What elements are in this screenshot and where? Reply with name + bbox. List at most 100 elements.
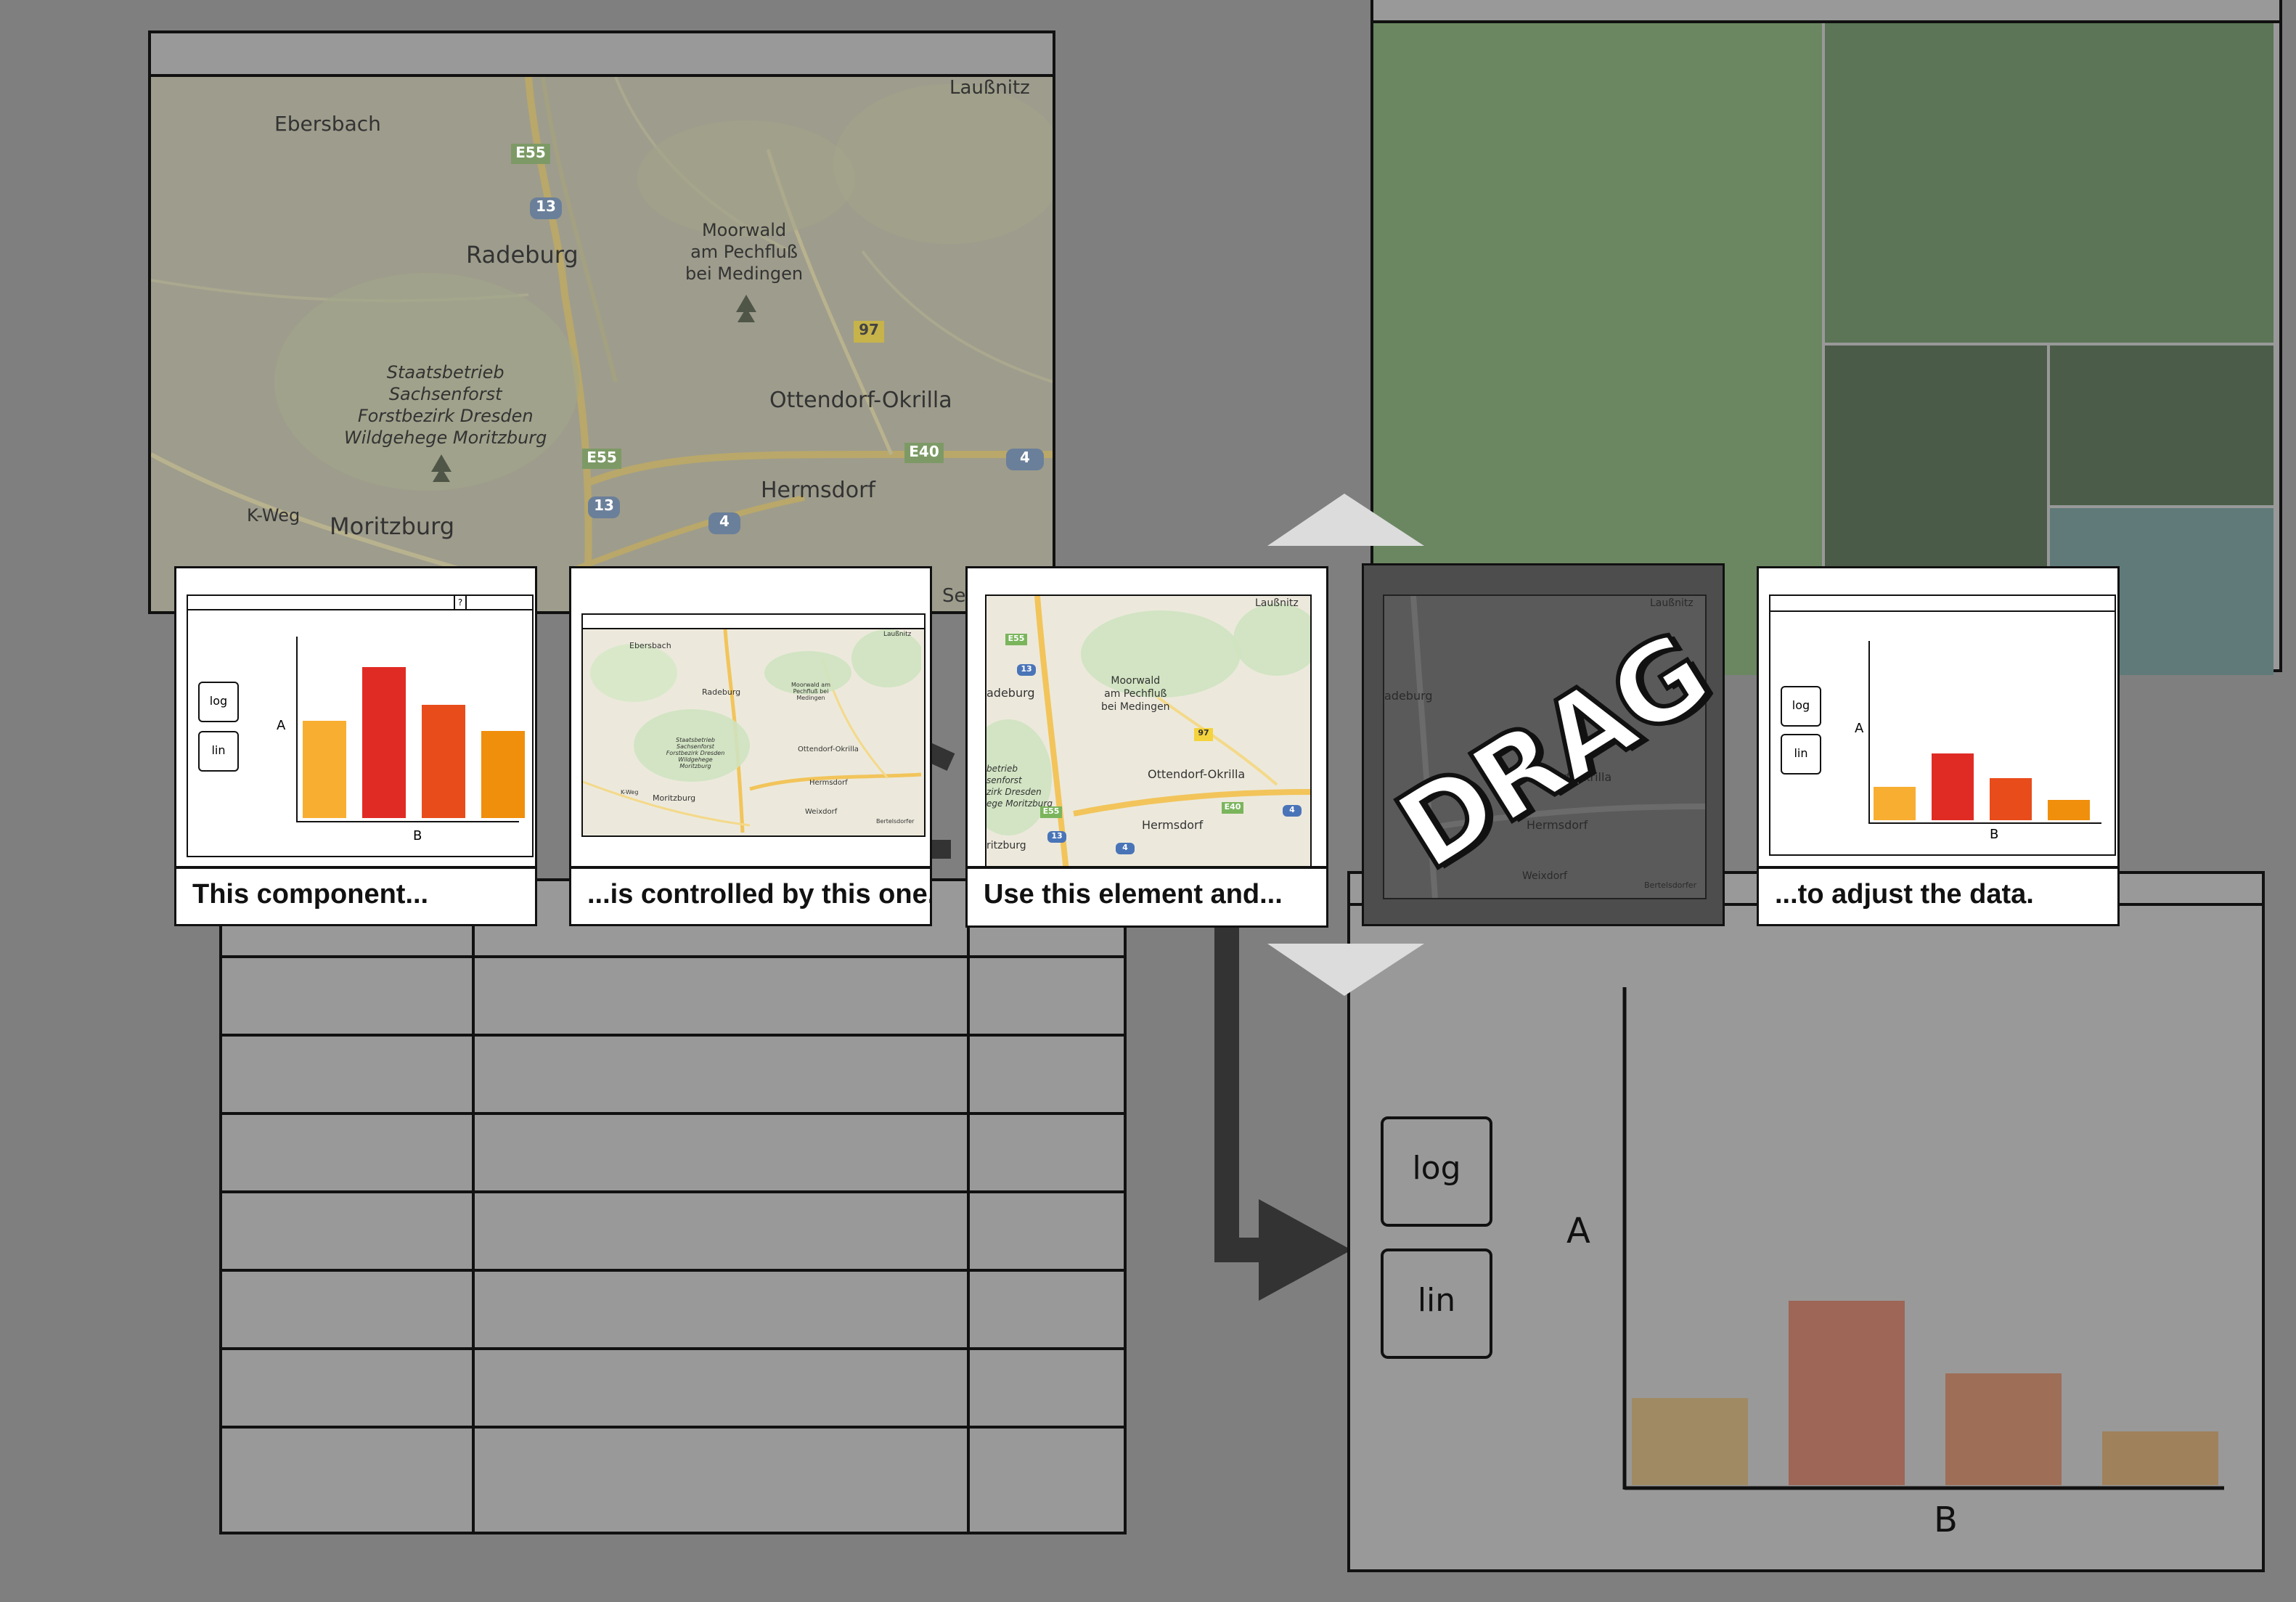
map-label-moorwald-1: Moorwald (701, 220, 787, 240)
card3-label-radeburg: adeburg (986, 686, 1035, 700)
card4-label-bottom: Bertelsdorfer (1644, 880, 1697, 890)
shield-4-left: 4 (708, 512, 740, 534)
card3-staats-3: zirk Dresden (986, 787, 1042, 797)
card1-log-button[interactable]: log (198, 682, 239, 722)
map-label-moritzburg: Moritzburg (330, 512, 455, 540)
card3-shield-13-bottom: 13 (1047, 831, 1066, 843)
treemap-tile-top-right[interactable] (1825, 23, 2273, 343)
chart-bar-2 (1789, 1301, 1905, 1485)
card3-moorwald-1: Moorwald (1111, 675, 1161, 687)
card2-map: Laußnitz Ebersbach Radeburg Moorwald am … (583, 629, 924, 835)
card5-y-label: A (1855, 721, 1864, 736)
card2-window: Laußnitz Ebersbach Radeburg Moorwald am … (581, 613, 926, 837)
card2-label-moritzburg: Moritzburg (653, 793, 696, 803)
card4-label-weixdorf: Weixdorf (1522, 870, 1567, 882)
map-label-staats-2: Sachsenforst (388, 384, 502, 404)
card1-x-label: B (413, 828, 422, 843)
card5-window: log lin A B (1769, 594, 2116, 856)
card3-shield-e55-bottom: E55 (1040, 806, 1062, 818)
connector-arrowhead (1259, 1199, 1352, 1301)
step-card-3: Laußnitz adeburg Moorwald am Pechfluß be… (965, 566, 1328, 928)
step-card-1: ? log lin A B This component... (174, 566, 537, 926)
treemap-tile-mid-right[interactable] (2050, 346, 2273, 505)
shield-e55-top: E55 (511, 144, 550, 164)
card5-bar-1 (1874, 787, 1916, 820)
card5-titlebar (1770, 596, 2115, 612)
map-label-staats-1: Staatsbetrieb (386, 362, 504, 383)
card3-shield-97: 97 (1194, 728, 1213, 741)
map-label-moorwald: Moorwald am Pechfluß bei Medingen (685, 219, 803, 285)
map-label-moorwald-2: am Pechfluß (690, 242, 798, 262)
card2-map-roads (583, 629, 921, 833)
chart-bar-3 (1945, 1373, 2062, 1485)
table-row[interactable] (222, 1112, 1124, 1115)
card1-window: ? log lin A B (187, 594, 534, 857)
card3-shield-e55: E55 (1005, 634, 1027, 645)
chart-bar-1 (1632, 1398, 1748, 1485)
data-table (219, 878, 1127, 1534)
table-col-divider-1 (472, 881, 475, 1532)
map-titlebar[interactable] (151, 33, 1053, 77)
map-label-se: Se (942, 585, 966, 607)
map-label-radeburg: Radeburg (466, 241, 579, 269)
log-scale-button[interactable]: log (1381, 1116, 1492, 1227)
step-card-4: Laußnitz adeburg ndorf-Okrilla Hermsdorf… (1362, 563, 1731, 926)
card4-map[interactable]: Laußnitz adeburg ndorf-Okrilla Hermsdorf… (1383, 594, 1707, 899)
card5-bar-3 (1990, 778, 2032, 820)
chart-y-axis-label: A (1566, 1211, 1590, 1251)
bar-chart (1622, 987, 2224, 1490)
map-label-hermsdorf: Hermsdorf (761, 478, 875, 503)
table-row[interactable] (222, 1347, 1124, 1350)
card5-x-label: B (1990, 827, 1999, 842)
card3-label-moorwald: Moorwald am Pechfluß bei Medingen (1101, 674, 1170, 714)
card2-label-staats: Staatsbetrieb Sachsenforst Forstbezirk D… (666, 737, 725, 769)
step-card-5: log lin A B ...to adjust the data. (1757, 566, 2120, 926)
table-row[interactable] (222, 1269, 1124, 1272)
card4-label-dorf: ndorf-Okrilla (1540, 770, 1612, 784)
lin-scale-button[interactable]: lin (1381, 1249, 1492, 1359)
card5-bar-chart (1868, 641, 2101, 824)
table-row[interactable] (222, 955, 1124, 958)
card3-caption: Use this element and... (968, 866, 1326, 925)
table-row[interactable] (222, 1034, 1124, 1037)
card3-shield-4-right: 4 (1283, 805, 1302, 817)
card2-label-kweg: K-Weg (621, 789, 639, 796)
card2-label-hermsdorf: Hermsdorf (809, 779, 848, 787)
card1-bar-3 (422, 705, 465, 818)
shield-97: 97 (854, 321, 884, 343)
card2-titlebar (583, 615, 924, 629)
card5-bar-2 (1932, 753, 1974, 820)
card2-label-moorwald: Moorwald am Pechfluß bei Medingen (791, 682, 830, 701)
card4-label-radeburg: adeburg (1384, 689, 1433, 703)
card1-bar-1 (303, 721, 346, 818)
table-row[interactable] (222, 1426, 1124, 1429)
treemap-titlebar[interactable] (1373, 0, 2279, 23)
card5-lin-button[interactable]: lin (1781, 734, 1821, 775)
map-label-staats-4: Wildgehege Moritzburg (344, 428, 547, 448)
shield-e40: E40 (904, 443, 944, 463)
map-label-staats-3: Forstbezirk Dresden (357, 406, 534, 426)
card1-lin-button[interactable]: lin (198, 731, 239, 772)
map-label-staatsbetrieb: Staatsbetrieb Sachsenforst Forstbezirk D… (344, 361, 547, 449)
card2-label-radeburg: Radeburg (702, 687, 741, 697)
card3-shield-4-bottom: 4 (1116, 843, 1135, 854)
map-label-ottendorf: Ottendorf-Okrilla (769, 388, 952, 413)
map-label-kweg: K-Weg (247, 505, 301, 526)
card4-label-laussnitz: Laußnitz (1650, 597, 1694, 609)
table-row[interactable] (222, 1190, 1124, 1193)
map-label-ebersbach: Ebersbach (274, 112, 381, 136)
chart-bar-4 (2102, 1431, 2218, 1485)
shield-e55-bottom: E55 (582, 449, 621, 469)
chart-x-axis-label: B (1934, 1500, 1958, 1540)
map-view[interactable]: Ebersbach Laußnitz Radeburg Moorwald am … (151, 77, 1053, 611)
card3-shield-e40: E40 (1222, 802, 1243, 814)
card5-log-button[interactable]: log (1781, 686, 1821, 727)
card3-map[interactable]: Laußnitz adeburg Moorwald am Pechfluß be… (985, 594, 1312, 873)
chart-window: log lin A B (1347, 871, 2265, 1572)
table-col-divider-2 (967, 881, 970, 1532)
card3-label-hermsdorf: Hermsdorf (1142, 818, 1204, 832)
help-icon[interactable]: ? (454, 596, 467, 609)
connector-line (1214, 871, 1278, 1262)
card3-staats-2: senforst (986, 775, 1022, 785)
